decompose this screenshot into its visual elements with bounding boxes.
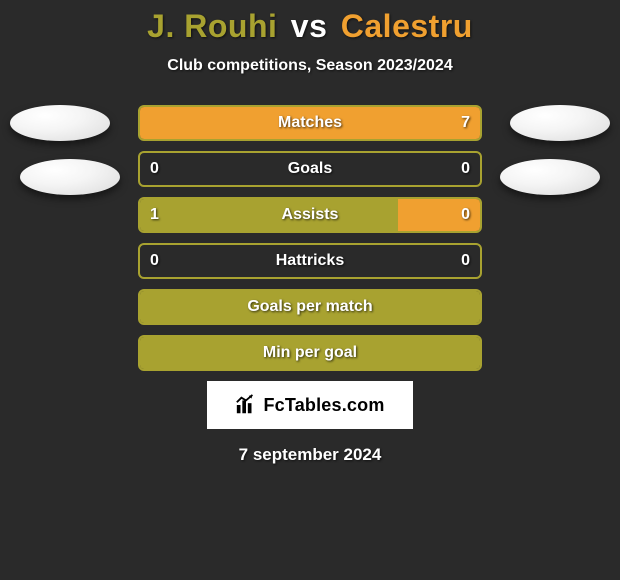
player1-name: J. Rouhi xyxy=(147,8,277,44)
stat-value-right: 0 xyxy=(461,199,470,231)
stat-row: 0 0Hattricks xyxy=(138,243,482,279)
bar-left xyxy=(140,291,480,323)
bar-right xyxy=(140,107,480,139)
stat-row: 0 0Goals xyxy=(138,151,482,187)
player2-avatar-top xyxy=(510,105,610,141)
stat-rows: 7Matches00Goals10Assists00HattricksGoals… xyxy=(138,105,482,371)
date-label: 7 september 2024 xyxy=(0,445,620,465)
branding-box: FcTables.com xyxy=(207,381,413,429)
bar-chart-icon xyxy=(235,394,257,416)
vs-separator: vs xyxy=(291,8,328,44)
stat-value-left: 0 xyxy=(150,153,159,185)
player2-avatar-bottom xyxy=(500,159,600,195)
subtitle: Club competitions, Season 2023/2024 xyxy=(0,57,620,75)
branding-text: FcTables.com xyxy=(263,395,384,416)
page-title: J. Rouhi vs Calestru xyxy=(0,8,620,45)
stat-row: 10Assists xyxy=(138,197,482,233)
stat-value-left: 1 xyxy=(150,199,159,231)
stat-value-right: 0 xyxy=(461,153,470,185)
stat-row: Min per goal xyxy=(138,335,482,371)
stats-area: 7Matches00Goals10Assists00HattricksGoals… xyxy=(0,105,620,371)
stat-label: Hattricks xyxy=(140,245,480,277)
comparison-infographic: J. Rouhi vs Calestru Club competitions, … xyxy=(0,0,620,580)
player2-name: Calestru xyxy=(341,8,473,44)
bar-left xyxy=(140,199,398,231)
stat-value-right: 7 xyxy=(461,107,470,139)
stat-value-right: 0 xyxy=(461,245,470,277)
player1-avatar-bottom xyxy=(20,159,120,195)
bar-left xyxy=(140,337,480,369)
player1-avatar-top xyxy=(10,105,110,141)
stat-row: Goals per match xyxy=(138,289,482,325)
stat-row: 7Matches xyxy=(138,105,482,141)
stat-label: Goals xyxy=(140,153,480,185)
stat-value-left: 0 xyxy=(150,245,159,277)
